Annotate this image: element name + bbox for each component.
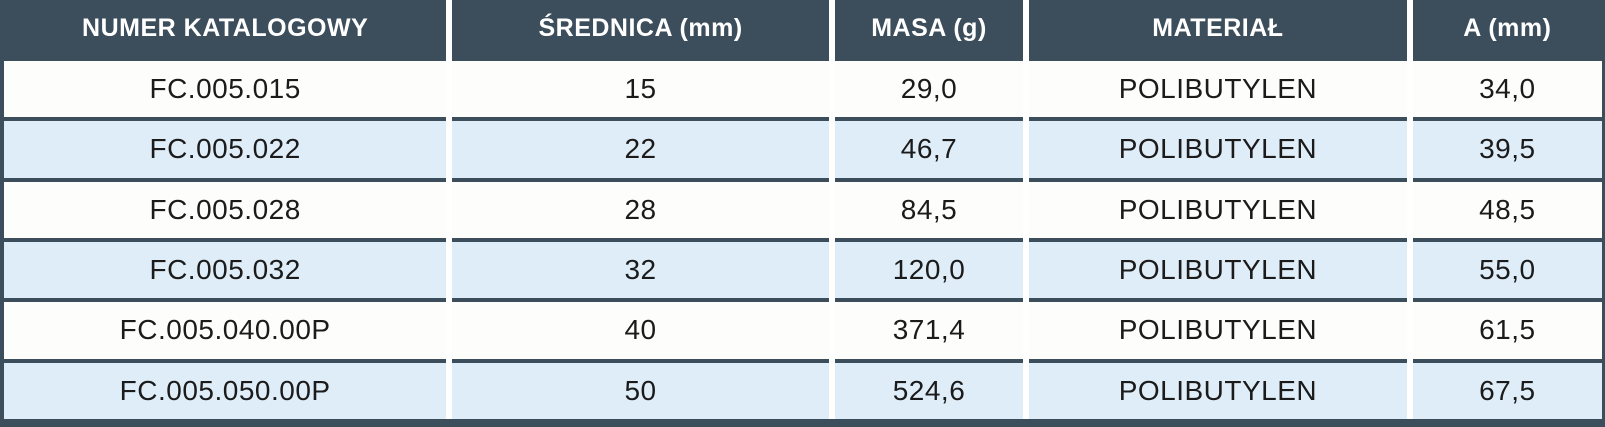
cell-catalog-number: FC.005.028 <box>4 177 447 238</box>
cell-catalog-number: FC.005.040.00P <box>4 298 447 359</box>
cell-diameter: 15 <box>452 57 829 118</box>
cell-mass: 84,5 <box>834 177 1024 238</box>
cell-diameter: 22 <box>452 117 829 178</box>
cell-catalog-number: FC.005.032 <box>4 237 447 299</box>
cell-a-dimension: 34,0 <box>1412 57 1602 118</box>
cell-a-dimension: 55,0 <box>1412 237 1602 299</box>
cell-diameter: 50 <box>452 358 829 419</box>
cell-material: POLIBUTYLEN <box>1029 358 1407 419</box>
cell-material: POLIBUTYLEN <box>1029 57 1407 118</box>
cell-a-dimension: 39,5 <box>1412 117 1602 178</box>
column-header-mass: MASA (g) <box>834 0 1024 57</box>
cell-catalog-number: FC.005.022 <box>4 117 447 178</box>
cell-mass: 46,7 <box>834 117 1024 178</box>
cell-diameter: 32 <box>452 237 829 299</box>
cell-material: POLIBUTYLEN <box>1029 237 1407 299</box>
cell-mass: 371,4 <box>834 298 1024 359</box>
column-header-diameter: ŚREDNICA (mm) <box>452 0 829 57</box>
column-header-catalog-number: NUMER KATALOGOWY <box>4 0 447 57</box>
cell-catalog-number: FC.005.050.00P <box>4 358 447 419</box>
cell-material: POLIBUTYLEN <box>1029 177 1407 238</box>
cell-material: POLIBUTYLEN <box>1029 117 1407 178</box>
column-header-material: MATERIAŁ <box>1029 0 1407 57</box>
cell-diameter: 40 <box>452 298 829 359</box>
cell-a-dimension: 48,5 <box>1412 177 1602 238</box>
cell-a-dimension: 67,5 <box>1412 358 1602 419</box>
column-header-a-dimension: A (mm) <box>1412 0 1602 57</box>
cell-diameter: 28 <box>452 177 829 238</box>
cell-mass: 120,0 <box>834 237 1024 299</box>
cell-material: POLIBUTYLEN <box>1029 298 1407 359</box>
cell-mass: 29,0 <box>834 57 1024 118</box>
cell-catalog-number: FC.005.015 <box>4 57 447 118</box>
cell-a-dimension: 61,5 <box>1412 298 1602 359</box>
cell-mass: 524,6 <box>834 358 1024 419</box>
table-grid: NUMER KATALOGOWY ŚREDNICA (mm) MASA (g) … <box>4 0 1602 419</box>
